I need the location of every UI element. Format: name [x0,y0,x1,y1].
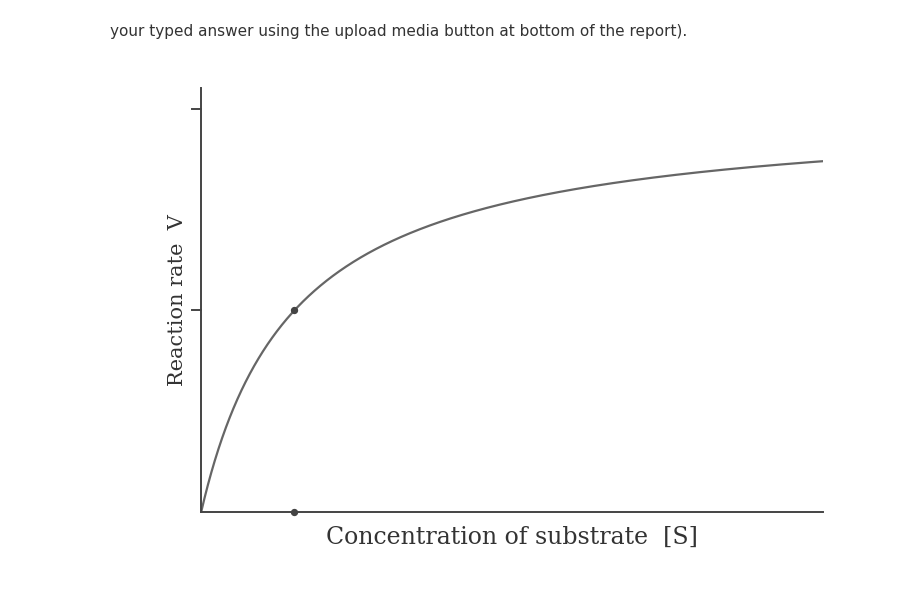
Text: your typed answer using the upload media button at bottom of the report).: your typed answer using the upload media… [110,24,687,38]
X-axis label: Concentration of substrate  [S]: Concentration of substrate [S] [326,527,697,550]
Y-axis label: Reaction rate  V: Reaction rate V [168,214,187,386]
Point [287,508,302,517]
Point [287,306,302,315]
